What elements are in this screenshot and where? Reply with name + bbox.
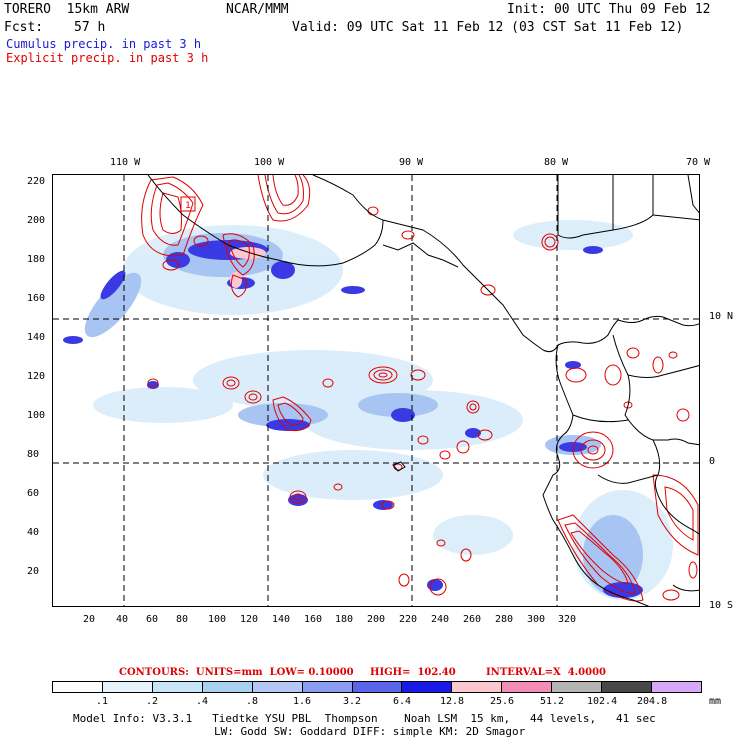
scale-label-11: 204.8: [637, 696, 668, 707]
scale-unit: mm: [709, 696, 722, 707]
scale-swatch-2: [152, 682, 203, 692]
model-name: TORERO 15km ARW: [4, 2, 130, 17]
explicit-precip-contours: [141, 175, 699, 602]
forecast-label: Fcst:: [4, 20, 44, 35]
scale-label-1: .2: [146, 696, 159, 707]
organization: NCAR/MMM: [226, 2, 289, 17]
model-info-line2: LW: Godd SW: Goddard DIFF: simple KM: 2D…: [214, 725, 526, 738]
bottom-axis-label-11: 240: [431, 614, 450, 625]
scale-swatch-9: [502, 682, 553, 692]
scale-swatch-10: [552, 682, 603, 692]
scale-label-7: 12.8: [440, 696, 465, 707]
scale-label-6: 6.4: [393, 696, 412, 707]
precipitation-map: 1: [52, 174, 700, 607]
contour-high: HIGH= 102.40: [370, 667, 456, 678]
top-axis-label-3: 80 W: [544, 157, 569, 168]
scale-swatch-3: [202, 682, 253, 692]
init-time: Init: 00 UTC Thu 09 Feb 12: [507, 2, 711, 17]
legend-cumulus: Cumulus precip. in past 3 h: [6, 37, 202, 51]
contour-units: CONTOURS: UNITS=mm LOW= 0.10000: [119, 667, 354, 678]
scale-swatch-11: [602, 682, 653, 692]
scale-swatch-5: [302, 682, 353, 692]
scale-label-5: 3.2: [343, 696, 362, 707]
valid-time: Valid: 09 UTC Sat 11 Feb 12 (03 CST Sat …: [292, 20, 684, 35]
bottom-axis-label-5: 120: [240, 614, 259, 625]
scale-swatch-6: [352, 682, 403, 692]
right-axis-label-1: 0: [709, 456, 716, 467]
left-axis-label-6: 100: [27, 410, 46, 421]
right-axis-label-2: 10 S: [709, 600, 734, 611]
right-axis-label-0: 10 N: [709, 311, 734, 322]
top-axis-label-0: 110 W: [110, 157, 141, 168]
scale-label-0: .1: [96, 696, 109, 707]
contour-interval: INTERVAL=X 4.0000: [486, 667, 606, 678]
scale-swatch-8: [452, 682, 503, 692]
bottom-axis-label-10: 220: [399, 614, 418, 625]
left-axis-label-3: 160: [27, 293, 46, 304]
bottom-axis-label-9: 200: [367, 614, 386, 625]
left-axis-label-2: 180: [27, 254, 46, 265]
scale-label-9: 51.2: [540, 696, 565, 707]
bottom-axis-label-3: 80: [176, 614, 189, 625]
scale-label-3: .8: [246, 696, 259, 707]
cumulus-precip-field: [63, 220, 673, 600]
left-axis-label-4: 140: [27, 332, 46, 343]
left-axis-label-8: 60: [27, 488, 40, 499]
left-axis-label-10: 20: [27, 566, 40, 577]
scale-swatch-0: [53, 682, 103, 692]
bottom-axis-label-2: 60: [146, 614, 159, 625]
color-scale-bar: [52, 681, 702, 693]
left-axis-label-9: 40: [27, 527, 40, 538]
coastlines: [147, 175, 699, 606]
contour-label: 1: [185, 201, 191, 211]
bottom-axis-label-8: 180: [335, 614, 354, 625]
scale-swatch-12: [652, 682, 701, 692]
top-axis-label-4: 70 W: [686, 157, 711, 168]
scale-label-2: .4: [196, 696, 209, 707]
model-info-line1: Model Info: V3.3.1 Tiedtke YSU PBL Thomp…: [73, 712, 656, 725]
forecast-hour: 57 h: [74, 20, 106, 35]
bottom-axis-label-0: 20: [83, 614, 96, 625]
bottom-axis-label-12: 260: [463, 614, 482, 625]
scale-swatch-1: [102, 682, 153, 692]
left-axis-label-1: 200: [27, 215, 46, 226]
bottom-axis-label-7: 160: [304, 614, 323, 625]
bottom-axis-label-6: 140: [272, 614, 291, 625]
left-axis-label-7: 80: [27, 449, 40, 460]
legend-explicit: Explicit precip. in past 3 h: [6, 51, 209, 65]
scale-label-4: 1.6: [293, 696, 312, 707]
bottom-axis-label-1: 40: [116, 614, 129, 625]
scale-swatch-7: [402, 682, 453, 692]
bottom-axis-label-13: 280: [495, 614, 514, 625]
scale-label-8: 25.6: [490, 696, 515, 707]
bottom-axis-label-14: 300: [527, 614, 546, 625]
scale-swatch-4: [252, 682, 303, 692]
left-axis-label-0: 220: [27, 176, 46, 187]
lat-lon-grid: [53, 175, 699, 606]
scale-label-10: 102.4: [587, 696, 618, 707]
bottom-axis-label-4: 100: [208, 614, 227, 625]
top-axis-label-2: 90 W: [399, 157, 424, 168]
top-axis-label-1: 100 W: [254, 157, 285, 168]
bottom-axis-label-15: 320: [558, 614, 577, 625]
left-axis-label-5: 120: [27, 371, 46, 382]
